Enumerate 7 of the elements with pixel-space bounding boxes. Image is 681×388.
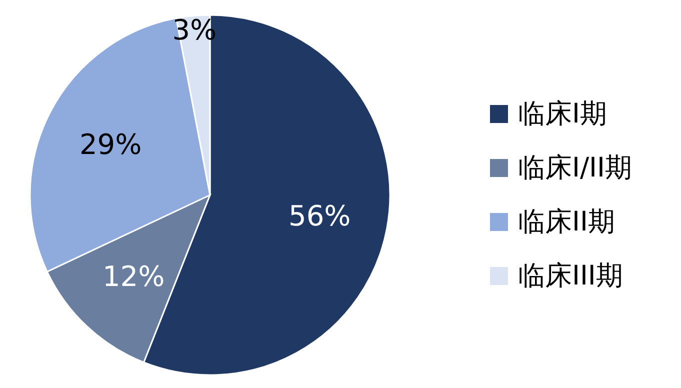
- data-label: 56%: [288, 199, 351, 232]
- data-label: 29%: [79, 128, 142, 161]
- legend-label: 临床I期: [518, 98, 607, 130]
- legend-label: 临床III期: [518, 260, 623, 292]
- legend-label: 临床I/II期: [518, 152, 632, 184]
- data-label: 12%: [102, 260, 165, 293]
- legend-label: 临床II期: [518, 206, 615, 238]
